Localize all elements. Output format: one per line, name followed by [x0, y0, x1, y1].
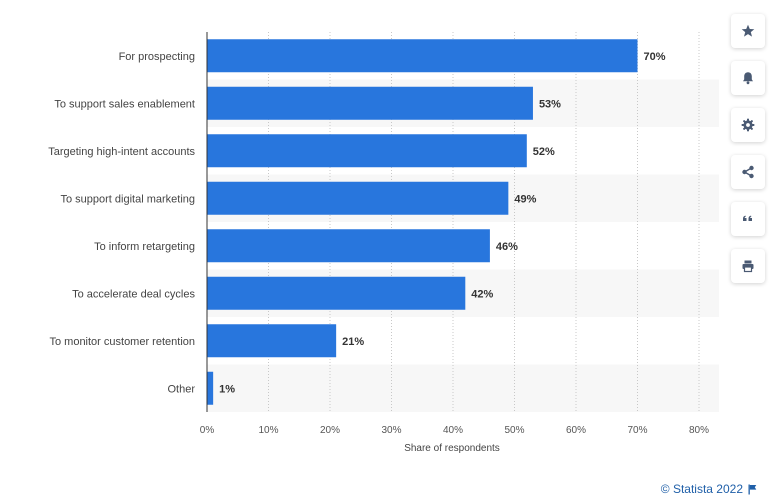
x-tick-label: 50% [504, 425, 524, 436]
x-tick-label: 40% [443, 425, 463, 436]
category-label: Other [167, 383, 195, 395]
print-button[interactable] [731, 249, 765, 283]
printer-icon [742, 260, 754, 273]
side-toolbar [731, 14, 767, 296]
category-label: To monitor customer retention [49, 336, 195, 348]
category-label: Targeting high-intent accounts [48, 146, 195, 158]
row-stripe [207, 364, 719, 412]
category-label: To inform retargeting [94, 241, 195, 253]
x-tick-label: 0% [200, 425, 215, 436]
gear-icon [741, 118, 755, 132]
statista-credit[interactable]: © Statista 2022 [661, 482, 757, 496]
category-label: To support digital marketing [60, 193, 195, 205]
bar [207, 181, 509, 215]
cite-button[interactable] [731, 202, 765, 236]
bar [207, 86, 533, 120]
x-tick-label: 30% [381, 425, 401, 436]
value-label: 70% [644, 51, 666, 63]
bar [207, 39, 638, 73]
category-label: For prospecting [119, 51, 195, 63]
notification-button[interactable] [731, 61, 765, 95]
quote-icon [743, 215, 752, 221]
x-tick-label: 10% [258, 425, 278, 436]
bar [207, 371, 214, 405]
share-button[interactable] [731, 155, 765, 189]
value-label: 49% [514, 193, 536, 205]
flag-icon [748, 484, 757, 494]
bar-chart: For prospecting 70% To support sales enabl… [48, 32, 719, 454]
settings-button[interactable] [731, 108, 765, 142]
x-axis-title: Share of respondents [404, 443, 500, 454]
star-icon [741, 24, 755, 37]
value-label: 52% [533, 146, 555, 158]
favorite-button[interactable] [731, 14, 765, 48]
credit-text: © Statista 2022 [660, 482, 743, 496]
x-tick-label: 80% [689, 425, 709, 436]
bar [207, 324, 337, 358]
value-label: 53% [539, 98, 561, 110]
x-tick-label: 70% [627, 425, 647, 436]
value-label: 42% [471, 288, 493, 300]
share-icon [742, 165, 754, 179]
value-label: 1% [219, 383, 235, 395]
x-tick-label: 20% [320, 425, 340, 436]
value-label: 21% [342, 336, 364, 348]
category-label: To accelerate deal cycles [72, 288, 195, 300]
category-label: To support sales enablement [54, 98, 195, 110]
bar [207, 134, 527, 168]
bar [207, 229, 490, 263]
x-tick-label: 60% [566, 425, 586, 436]
value-label: 46% [496, 241, 518, 253]
bar [207, 276, 466, 310]
bell-icon [743, 72, 753, 85]
